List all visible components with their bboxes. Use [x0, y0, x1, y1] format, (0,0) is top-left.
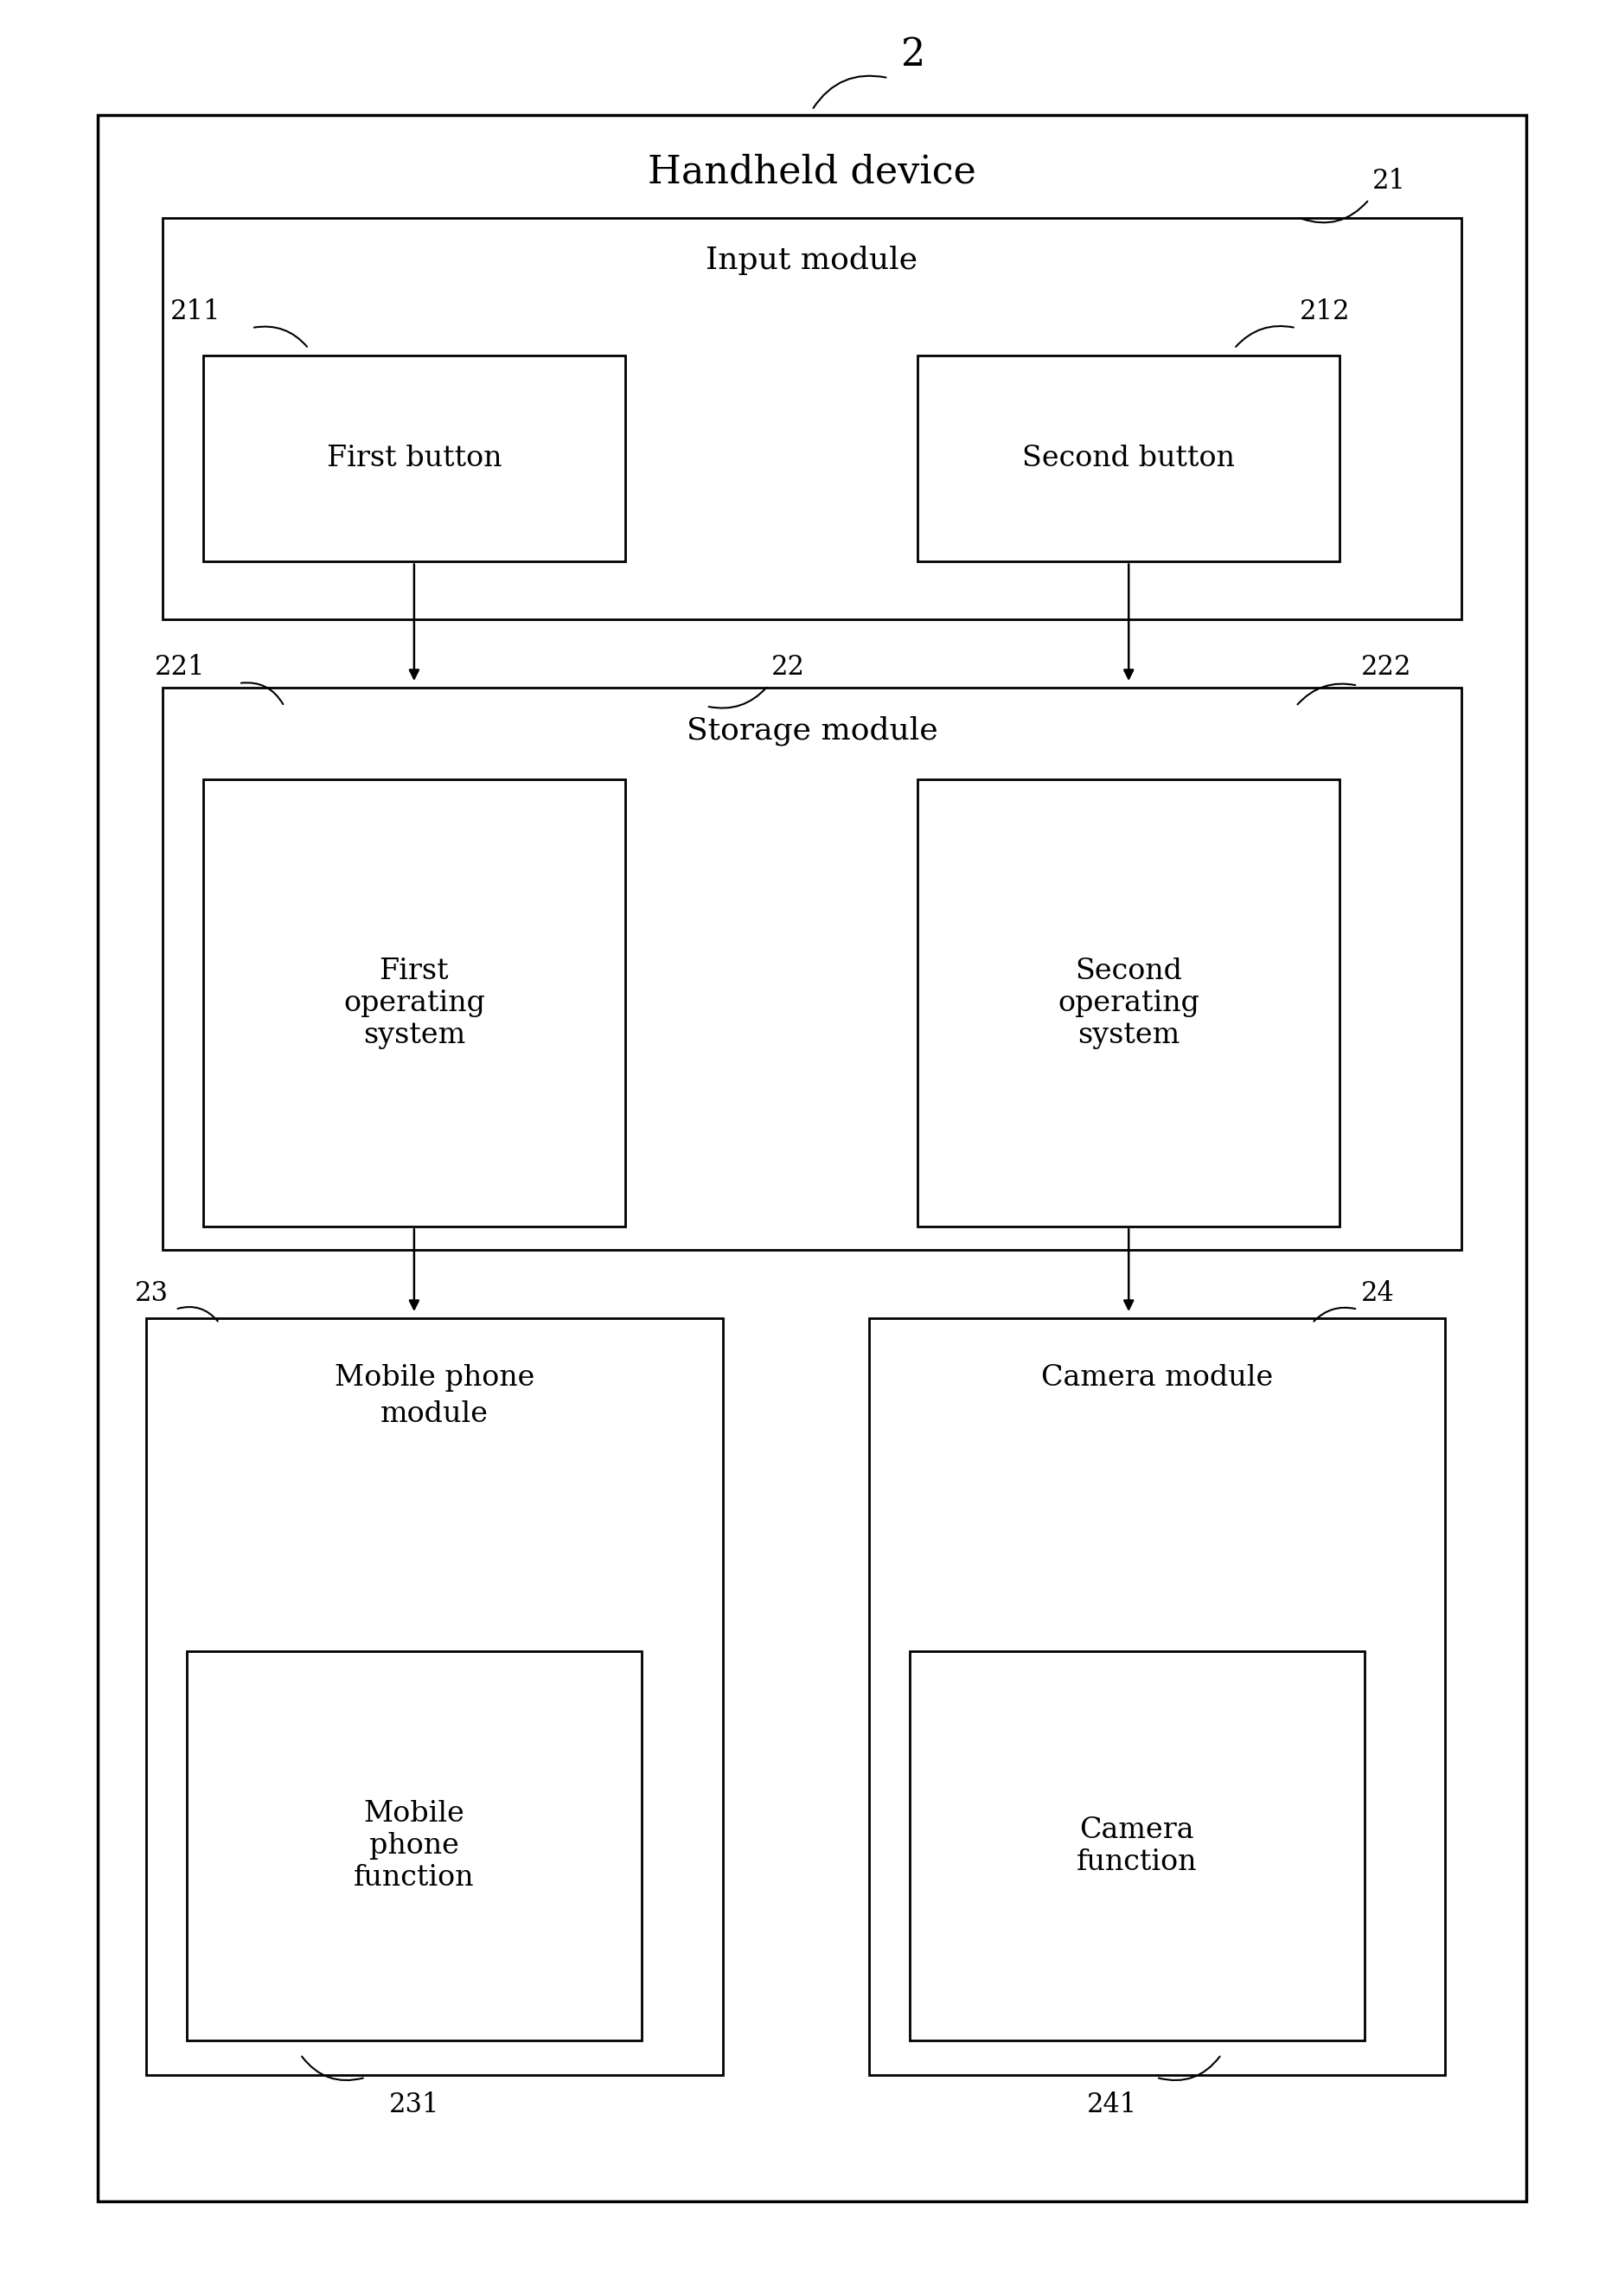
FancyBboxPatch shape [918, 355, 1340, 562]
FancyBboxPatch shape [203, 780, 625, 1227]
FancyBboxPatch shape [187, 1651, 641, 2041]
FancyBboxPatch shape [162, 688, 1462, 1250]
FancyBboxPatch shape [869, 1318, 1445, 2075]
Text: 212: 212 [1299, 298, 1350, 326]
FancyBboxPatch shape [203, 355, 625, 562]
Text: Mobile
phone
function: Mobile phone function [354, 1800, 474, 1892]
FancyBboxPatch shape [162, 218, 1462, 619]
FancyBboxPatch shape [909, 1651, 1364, 2041]
Text: 23: 23 [135, 1279, 169, 1307]
Text: 231: 231 [388, 2091, 440, 2119]
Text: Input module: Input module [706, 245, 918, 275]
Text: 241: 241 [1086, 2091, 1138, 2119]
Text: 22: 22 [771, 654, 806, 681]
Text: Second button: Second button [1023, 445, 1234, 472]
Text: 222: 222 [1361, 654, 1411, 681]
Text: 24: 24 [1361, 1279, 1395, 1307]
Text: First button: First button [326, 445, 502, 472]
Text: First
operating
system: First operating system [343, 958, 486, 1048]
Text: Mobile phone
module: Mobile phone module [335, 1364, 534, 1429]
Text: 21: 21 [1372, 167, 1406, 195]
FancyBboxPatch shape [146, 1318, 723, 2075]
Text: 211: 211 [171, 298, 221, 326]
Text: 2: 2 [901, 37, 926, 73]
Text: 221: 221 [154, 654, 205, 681]
Text: Handheld device: Handheld device [648, 154, 976, 190]
FancyBboxPatch shape [918, 780, 1340, 1227]
Text: Camera module: Camera module [1041, 1364, 1273, 1392]
Text: Second
operating
system: Second operating system [1057, 958, 1200, 1048]
Text: Storage module: Storage module [687, 715, 937, 745]
FancyBboxPatch shape [97, 115, 1527, 2201]
Text: Camera
function: Camera function [1077, 1816, 1197, 1876]
